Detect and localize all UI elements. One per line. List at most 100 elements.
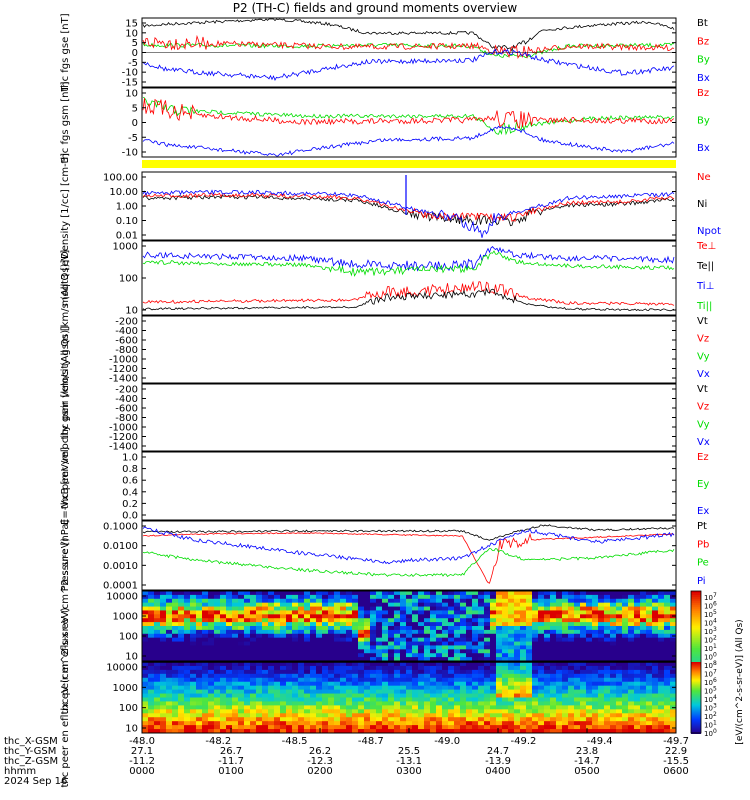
peir-spectrogram-cell [316, 606, 323, 611]
colorbar-cell [691, 649, 701, 653]
peir-spectrogram-cell [472, 618, 479, 623]
peir-spectrogram-cell [544, 629, 551, 635]
peer-spectrogram-cell [406, 725, 413, 730]
peir-spectrogram-cell [232, 610, 239, 615]
peer-spectrogram-cell [202, 665, 209, 671]
peir-spectrogram-cell [502, 622, 509, 627]
peir-spectrogram-cell [406, 610, 413, 615]
peir-spectrogram-cell [538, 641, 545, 646]
peer-spectrogram-cell [400, 709, 407, 714]
peer-spectrogram-cell [478, 685, 485, 691]
peer-spectrogram-cell [622, 697, 629, 702]
peir-spectrogram-cell [292, 629, 299, 635]
peir-spectrogram-cell [658, 645, 665, 650]
peer-spectrogram-cell [646, 689, 653, 695]
peer-spectrogram-cell [232, 681, 239, 687]
peir-spectrogram-cell [274, 649, 281, 654]
peer-spectrogram-cell [244, 669, 251, 675]
peer-spectrogram-cell [142, 713, 149, 718]
peir-spectrogram-cell [262, 622, 269, 627]
peir-spectrogram-cell [292, 657, 299, 662]
peer-spectrogram-cell [418, 665, 425, 671]
peir-spectrogram-cell [334, 653, 341, 658]
peir-spectrogram-cell [250, 614, 257, 619]
peer-spectrogram-cell [478, 709, 485, 714]
peir-spectrogram-cell [178, 657, 185, 662]
peer-spectrogram-cell [220, 697, 227, 702]
peir-spectrogram-cell [634, 626, 641, 631]
peer-spectrogram-cell [448, 673, 455, 679]
peir-spectrogram-cell [232, 626, 239, 631]
peer-spectrogram-cell [526, 673, 533, 679]
peer-spectrogram-cell [364, 681, 371, 687]
peer-spectrogram-cell [616, 725, 623, 730]
peer-spectrogram-cell [418, 729, 425, 734]
colorbar-label: [eV/(cm^2-s-sr-eV)] (All Qs) [735, 619, 745, 744]
peer-spectrogram-cell [214, 713, 221, 718]
peir-spectrogram-cell [532, 614, 539, 619]
peir-spectrogram-cell [514, 657, 521, 662]
peer-spectrogram-cell [262, 669, 269, 675]
peer-spectrogram-cell [346, 705, 353, 710]
panel-density-legend-0: Ne [697, 172, 711, 183]
peer-spectrogram-cell [526, 669, 533, 675]
peer-spectrogram-cell [556, 685, 563, 691]
peir-spectrogram-cell [256, 618, 263, 623]
panel-density-tick-label: 0.01 [116, 231, 138, 242]
peer-spectrogram-cell [574, 685, 581, 691]
peir-spectrogram-cell [406, 641, 413, 646]
peir-spectrogram-cell [226, 653, 233, 658]
peer-spectrogram-cell [388, 709, 395, 714]
peir-spectrogram-cell [142, 626, 149, 631]
peir-spectrogram-cell [490, 614, 497, 619]
peer-spectrogram-cell [262, 709, 269, 714]
peer-spectrogram-cell [592, 685, 599, 691]
peir-spectrogram-cell [466, 633, 473, 639]
peer-spectrogram-cell [352, 717, 359, 722]
peer-spectrogram-cell [634, 721, 641, 726]
peer-spectrogram-cell [382, 662, 389, 667]
peer-spectrogram-cell [190, 693, 197, 698]
peer-spectrogram-cell [238, 725, 245, 730]
peer-spectrogram-cell [340, 685, 347, 691]
peer-spectrogram-cell [640, 693, 647, 698]
peir-spectrogram-cell [454, 591, 461, 596]
peir-spectrogram-cell [436, 622, 443, 627]
peir-spectrogram-cell [502, 618, 509, 623]
peer-spectrogram-cell [364, 689, 371, 695]
peer-spectrogram-cell [544, 681, 551, 687]
peer-spectrogram-cell [394, 662, 401, 667]
peer-spectrogram-cell [196, 697, 203, 702]
peir-spectrogram-cell [286, 649, 293, 654]
peir-spectrogram-cell [316, 614, 323, 619]
peir-spectrogram-cell [442, 614, 449, 619]
peer-spectrogram-cell [154, 681, 161, 687]
peir-spectrogram-cell [646, 629, 653, 635]
peer-spectrogram-cell [484, 685, 491, 691]
peer-spectrogram-cell [202, 673, 209, 679]
peer-spectrogram-cell [214, 709, 221, 714]
peir-spectrogram-cell [460, 629, 467, 635]
peir-spectrogram-cell [490, 626, 497, 631]
peer-spectrogram-cell [580, 681, 587, 687]
peir-spectrogram-cell [208, 594, 215, 600]
peir-spectrogram-cell [514, 637, 521, 643]
peer-spectrogram-cell [586, 713, 593, 718]
peer-spectrogram-cell [658, 681, 665, 687]
peir-spectrogram-cell [244, 633, 251, 639]
peer-spectrogram-cell [610, 665, 617, 671]
peer-spectrogram-cell [376, 673, 383, 679]
peer-spectrogram-cell [418, 717, 425, 722]
peir-spectrogram-cell [466, 591, 473, 596]
peer-spectrogram-cell [442, 709, 449, 714]
peir-spectrogram-cell [634, 622, 641, 627]
peir-spectrogram-cell [652, 598, 659, 604]
peir-spectrogram-cell [436, 626, 443, 631]
colorbar-cell [691, 617, 701, 621]
peir-spectrogram-cell [580, 657, 587, 662]
peer-spectrogram-cell [274, 725, 281, 730]
peir-spectrogram-cell [262, 626, 269, 631]
peer-spectrogram-cell [358, 713, 365, 718]
peer-spectrogram-cell [220, 681, 227, 687]
